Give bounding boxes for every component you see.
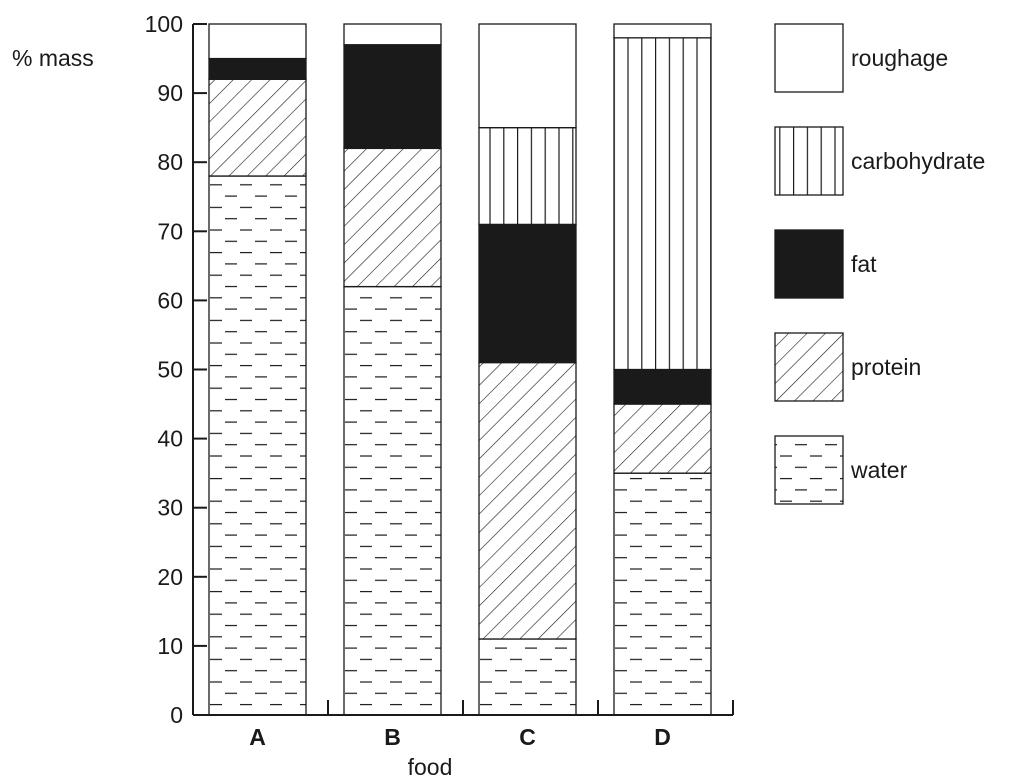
y-tick-label: 50 <box>157 357 183 383</box>
bar-segment-b-water <box>343 285 442 716</box>
bar-segment-b-fat <box>343 44 442 150</box>
plot-area: 0 10 20 30 40 50 60 70 80 90 100 A B C D <box>145 11 734 750</box>
y-tick-label: 40 <box>157 426 183 452</box>
legend-label-fat: fat <box>851 251 877 277</box>
bar-segment-a-roughage <box>208 23 307 60</box>
bar-segment-c-water <box>478 638 577 716</box>
legend-label-water: water <box>850 457 908 483</box>
bar-segment-b-roughage <box>343 23 442 46</box>
bar-segment-c-fat <box>478 223 577 364</box>
y-axis-label: % mass <box>12 45 94 71</box>
y-tick-label: 80 <box>157 149 183 175</box>
y-tick-label: 20 <box>157 564 183 590</box>
bar-segment-d-fat <box>613 368 712 405</box>
y-tick-label: 60 <box>157 287 183 313</box>
bar-segment-a-fat <box>208 57 307 80</box>
bar-segment-d-water <box>613 472 712 716</box>
x-category-label: B <box>384 724 401 750</box>
legend-label-protein: protein <box>851 354 921 380</box>
y-tick-label: 10 <box>157 633 183 659</box>
legend-swatch-fat <box>774 229 844 299</box>
legend-swatch-roughage <box>774 23 844 93</box>
bar-segment-d-protein <box>613 403 712 474</box>
y-ticks-group: 0 10 20 30 40 50 60 70 80 90 100 <box>145 11 207 728</box>
bars-group <box>208 23 712 716</box>
y-tick-label: 90 <box>157 80 183 106</box>
legend: roughage carbohydrate fat protein water <box>774 23 985 505</box>
legend-label-carbohydrate: carbohydrate <box>851 148 985 174</box>
bar-segment-d-carbohydrate <box>613 37 712 371</box>
legend-swatch-water <box>774 435 844 505</box>
y-tick-label: 0 <box>170 702 183 728</box>
bar-segment-c-protein <box>478 361 577 640</box>
bar-segment-c-roughage <box>478 23 577 129</box>
y-tick-label: 70 <box>157 218 183 244</box>
x-category-label: C <box>519 724 536 750</box>
bar-segment-c-carbohydrate <box>478 127 577 226</box>
y-tick-label: 100 <box>145 11 183 37</box>
x-category-label: A <box>249 724 266 750</box>
bar-segment-a-protein <box>208 78 307 177</box>
bar-segment-a-water <box>208 175 307 716</box>
bar-segment-b-protein <box>343 147 442 288</box>
x-labels-group: A B C D <box>249 724 671 750</box>
x-category-label: D <box>654 724 671 750</box>
legend-label-roughage: roughage <box>851 45 948 71</box>
legend-swatch-protein <box>774 332 844 402</box>
legend-swatch-carbohydrate <box>774 126 844 196</box>
x-axis-label: food <box>408 754 453 780</box>
bar-segment-d-roughage <box>613 23 712 39</box>
y-tick-label: 30 <box>157 495 183 521</box>
